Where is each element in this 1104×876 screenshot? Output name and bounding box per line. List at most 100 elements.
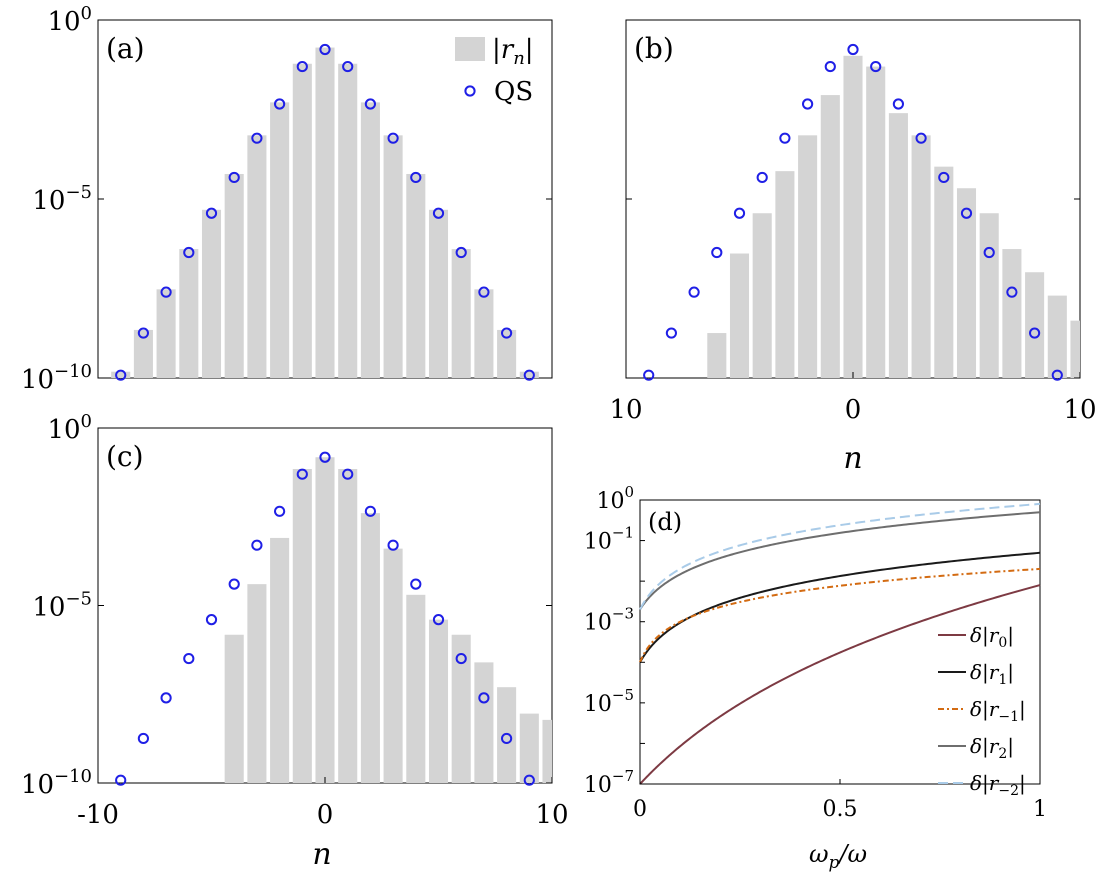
curve-r1 [639,551,1041,663]
xtick-label: 10 [1063,395,1096,425]
qs-marker-n-2 [274,505,286,517]
qs-marker-n9 [523,369,535,381]
qs-marker-n5 [432,207,445,219]
legend-label-1: δ|r1| [970,660,1014,688]
bar-n0 [315,47,335,379]
panel-a-marks: 100 10−5 10−10 [21,3,552,395]
bar-n-6 [707,333,727,378]
qs-marker-n-6 [711,246,723,259]
qs-marker-n-5 [205,614,218,626]
bar-n-2 [270,537,290,783]
legend-label-4: δ|r−2| [970,771,1026,799]
bar-n-3 [775,171,795,378]
panel-a-label: (a) [106,32,145,65]
qs-marker-n2 [892,98,905,110]
ytick-label: 10−3 [584,605,634,636]
qs-marker-n-7 [160,286,172,298]
xtick-label: 0 [845,395,862,425]
xtick-label: 0.5 [823,797,858,822]
legend-bar-label: |rn| [492,35,534,69]
bar-n2 [360,513,380,783]
panel-d-xlabel: ωp/ω [809,840,867,873]
bar-n5 [956,188,977,378]
xtick-label: 1 [1033,797,1047,822]
xtick-label: 0 [317,800,334,830]
qs-marker-n0 [847,43,859,56]
qs-marker-n7 [1006,286,1018,298]
ytick-label: 10−5 [32,589,92,623]
qs-marker-n-8 [665,327,678,339]
qs-marker-n9 [1051,369,1063,381]
bar-n-5 [201,209,222,378]
qs-marker-n-4 [228,578,240,590]
bar-n9 [519,371,539,378]
bar-n3 [383,548,403,783]
bar-n5 [428,619,449,783]
qs-marker-n0 [319,451,331,463]
bar-n1 [866,66,886,378]
legend-label-0: δ|r0| [970,623,1014,651]
bar-n4 [406,594,426,783]
bar-n-5 [729,253,750,378]
bar-n4 [406,173,426,378]
legend-label-2: δ|r−1| [970,697,1026,725]
bar-n-1 [292,469,312,783]
qs-marker-n1 [870,60,882,73]
legend-marker-swatch [464,85,476,97]
xtick-label: 0 [633,797,647,822]
qs-marker-n-6 [183,652,195,665]
curve-r0 [639,584,1041,785]
panel-d-label: (d) [648,508,682,536]
qs-marker-n4 [410,578,422,590]
bar-n-1 [820,95,840,378]
qs-marker-n2 [364,505,376,517]
qs-marker-n1 [342,468,354,480]
bar-n-3 [247,135,267,378]
panel-b-xlabel: n [843,441,862,476]
bar-n-8 [133,329,153,378]
qs-marker-n-7 [688,286,700,298]
bar-n-2 [798,135,818,378]
qs-marker-n-5 [205,207,218,219]
panel-c-xlabel: n [312,837,331,872]
qs-marker-n7 [478,286,490,298]
curve-r4 [639,502,1041,610]
bar-n10 [1070,320,1080,378]
qs-marker-n-2 [802,98,814,110]
qs-marker-n-1 [824,60,836,73]
ytick-label: 10−5 [584,686,634,717]
qs-marker-n-1 [296,468,308,480]
bar-n3 [383,135,403,378]
bar-n10 [542,719,552,783]
ytick-label: 10−10 [21,361,92,395]
bar-n1 [338,63,358,379]
panel-b-label: (b) [634,32,674,65]
qs-marker-n-1 [296,60,308,73]
qs-marker-n-8 [137,732,149,745]
qs-marker-n6 [455,652,467,665]
qs-marker-n0 [319,43,331,56]
bar-n-3 [247,584,267,783]
bar-n0 [315,457,335,783]
qs-marker-n2 [364,98,376,110]
qs-marker-n-8 [137,327,149,339]
qs-marker-n-3 [251,539,263,551]
qs-marker-n8 [1029,327,1041,339]
bar-n-6 [179,249,199,378]
legend-bar-swatch [455,37,485,61]
xtick-label: 10 [535,800,568,830]
bar-n7 [1002,249,1022,378]
qs-marker-n7 [478,692,490,704]
bar-n1 [338,469,358,783]
qs-marker-n3 [387,132,399,144]
qs-marker-n-4 [756,171,768,184]
ytick-label: 100 [47,3,92,37]
bar-n8 [497,329,517,378]
bar-n8 [1025,272,1045,378]
qs-marker-n8 [501,327,513,339]
xtick-label: 10 [609,395,642,425]
bar-n9 [1047,295,1067,378]
qs-marker-n-5 [733,207,746,219]
bar-n6 [451,249,471,378]
